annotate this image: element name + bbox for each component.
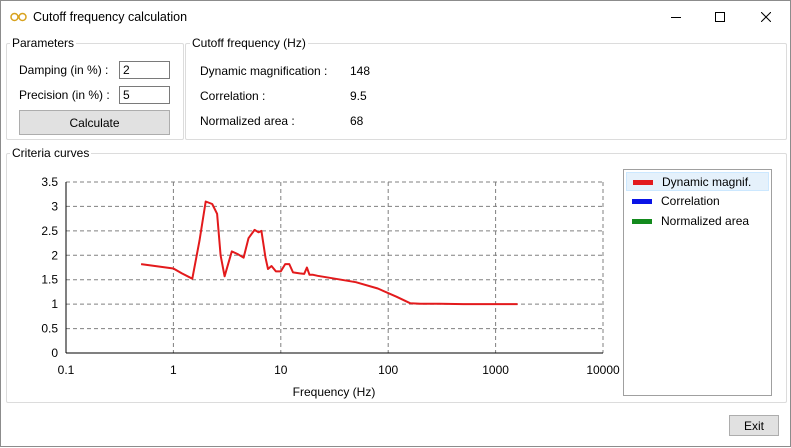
criteria-chart: 0 0.5 1 1.5 2 2.5 3 3.5 0.1 1 10 100 1000 10000 Frequ… [41,175,620,399]
window-title: Cutoff frequency calculation [33,10,188,24]
damping-label: Damping (in %) : [19,63,109,77]
precision-label: Precision (in %) : [19,88,110,102]
parameters-group [6,43,184,140]
legend-swatch [632,199,652,204]
app-icon [10,12,27,22]
cutoff-group [185,43,787,140]
x-tick-label: 0.1 [58,363,75,377]
x-tick-label: 100 [378,363,398,377]
normalized-area-value: 68 [350,114,364,128]
dynamic-magnification-label: Dynamic magnification : [200,64,328,78]
precision-input[interactable] [119,86,170,104]
calculate-button[interactable]: Calculate [19,110,170,135]
exit-button[interactable]: Exit [729,415,779,436]
legend-item-label: Dynamic magnif. [662,175,752,189]
x-axis-label: Frequency (Hz) [293,385,376,399]
dynamic-magnification-value: 148 [350,64,371,78]
parameters-group-label: Parameters [10,36,77,50]
cutoff-group-label: Cutoff frequency (Hz) [190,36,308,50]
y-tick-label: 2 [51,248,58,262]
y-tick-label: 3 [51,199,58,213]
criteria-group-label: Criteria curves [10,146,92,160]
calculate-button-label: Calculate [69,115,120,130]
series-line-0 [140,200,518,306]
correlation-label: Correlation : [200,89,266,103]
minimize-icon [671,17,681,18]
legend-item-label: Correlation [661,194,720,208]
maximize-button[interactable] [697,1,743,33]
y-tick-label: 2.5 [41,224,58,238]
y-tick-label: 1.5 [41,273,58,287]
legend-item-correlation[interactable]: Correlation [626,192,769,211]
y-tick-label: 3.5 [41,175,58,189]
y-tick-label: 0 [51,346,58,360]
maximize-icon [715,12,725,22]
legend-item-normalized-area[interactable]: Normalized area [626,212,769,231]
criteria-group [6,153,787,403]
legend-swatch [632,219,652,224]
close-button[interactable] [743,1,789,33]
x-tick-label: 1000 [482,363,509,377]
x-tick-label: 1 [170,363,177,377]
legend-item-label: Normalized area [661,214,750,228]
correlation-value: 9.5 [350,89,367,103]
legend-swatch [633,180,653,185]
close-icon [761,12,771,22]
normalized-area-label: Normalized area : [200,114,295,128]
y-tick-label: 1 [51,297,58,311]
x-tick-label: 10 [274,363,288,377]
y-tick-label: 0.5 [41,322,58,336]
minimize-button[interactable] [653,1,699,33]
damping-input[interactable] [119,61,170,79]
legend-item-dynamic-magnif[interactable]: Dynamic magnif. [626,172,769,191]
chart-legend[interactable]: Dynamic magnif. Correlation Normalized a… [623,169,772,396]
title-bar: Cutoff frequency calculation [1,1,790,33]
exit-button-label: Exit [743,418,764,433]
x-tick-label: 10000 [586,363,620,377]
